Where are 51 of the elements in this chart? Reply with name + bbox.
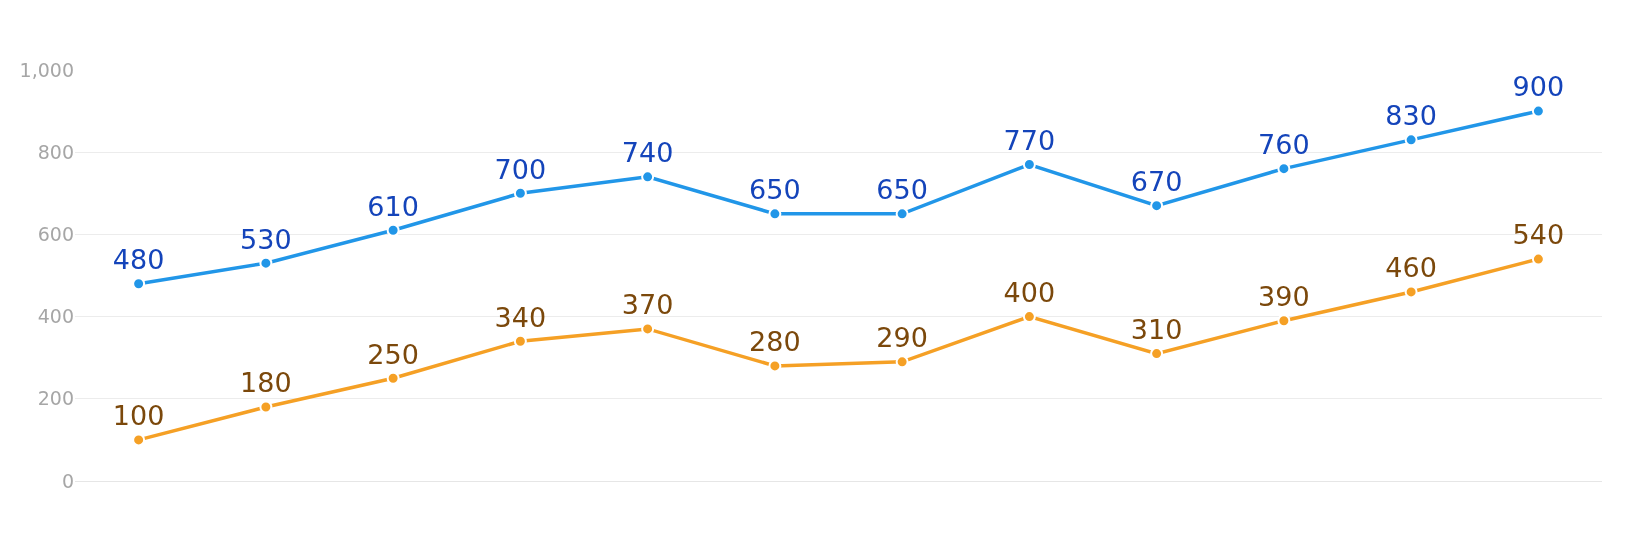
data-label: 670 [1130, 166, 1183, 198]
point [895, 207, 909, 221]
point [1277, 162, 1291, 176]
point [386, 223, 400, 237]
data-label: 650 [876, 174, 928, 206]
data-label: 770 [1003, 124, 1056, 156]
data-label: 650 [749, 174, 801, 206]
y-tick-label: 1,000 [19, 58, 74, 81]
data-label: 290 [876, 322, 928, 354]
data-label: 610 [367, 190, 419, 222]
data-label: 830 [1385, 100, 1437, 132]
point [768, 207, 782, 221]
point [513, 334, 527, 348]
point [1150, 199, 1164, 213]
point [513, 186, 527, 200]
data-label: 370 [621, 289, 674, 321]
point [641, 322, 655, 336]
data-label: 530 [240, 223, 292, 255]
y-tick-label: 600 [37, 223, 74, 246]
y-tick-label: 800 [37, 140, 74, 163]
y-tick-label: 200 [37, 387, 74, 410]
point [386, 371, 400, 385]
point [641, 170, 655, 184]
data-label: 180 [240, 367, 292, 399]
point [132, 433, 146, 447]
point [1277, 314, 1291, 328]
y-tick-label: 0 [61, 469, 74, 492]
data-label: 100 [112, 400, 165, 432]
data-label: 280 [749, 326, 801, 358]
data-label: 250 [367, 338, 419, 370]
data-label: 400 [1003, 276, 1056, 308]
data-label: 760 [1258, 129, 1310, 161]
data-label: 390 [1258, 281, 1310, 313]
point [132, 277, 146, 291]
point [1404, 133, 1418, 147]
point [895, 355, 909, 369]
data-label: 310 [1130, 313, 1183, 345]
data-label: 740 [621, 137, 674, 169]
data-label: 540 [1512, 219, 1565, 251]
point [768, 359, 782, 373]
data-label: 480 [112, 244, 165, 276]
point [1531, 252, 1545, 266]
y-tick-label: 400 [37, 305, 74, 328]
data-label: 460 [1385, 252, 1437, 284]
point [1404, 285, 1418, 299]
data-label: 340 [494, 301, 547, 333]
point [259, 256, 273, 270]
point [1531, 104, 1545, 118]
data-label: 900 [1512, 71, 1565, 103]
data-label: 700 [494, 153, 547, 185]
point [259, 400, 273, 414]
